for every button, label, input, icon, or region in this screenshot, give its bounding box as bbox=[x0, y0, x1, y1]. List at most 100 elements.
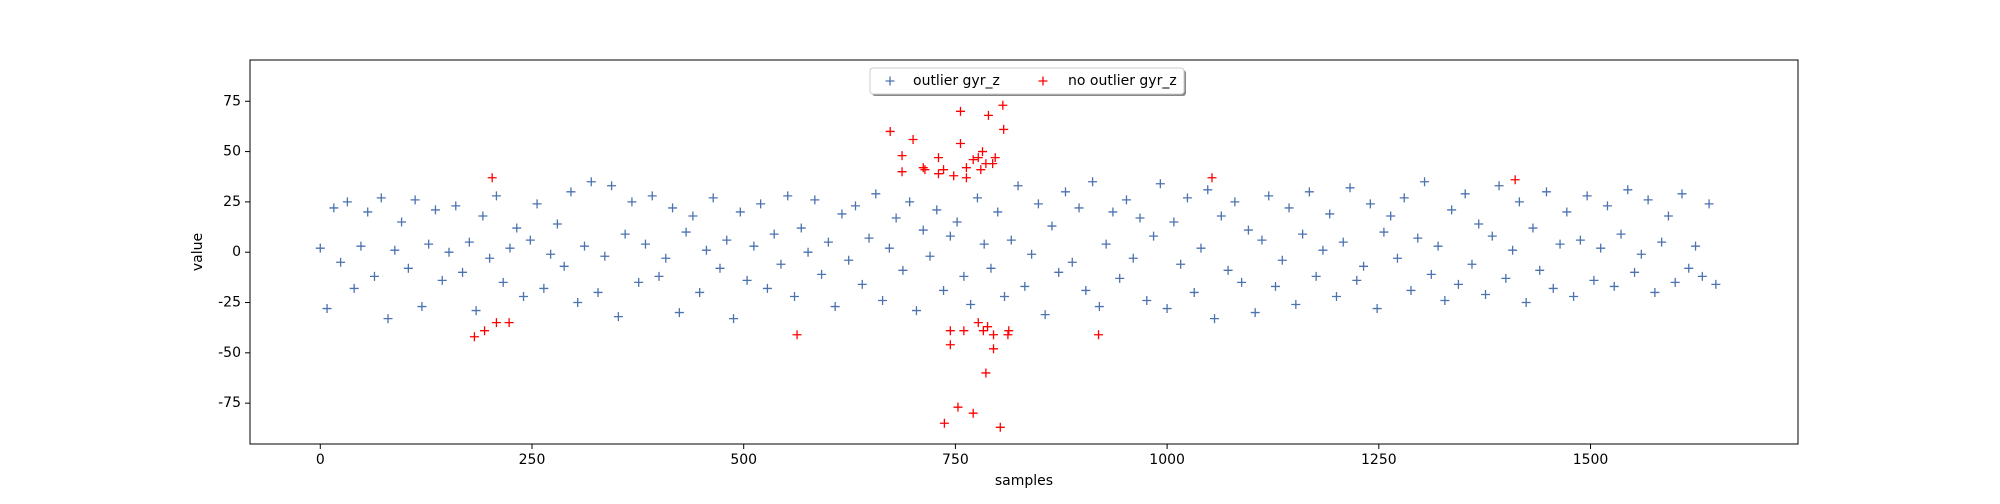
point bbox=[1609, 281, 1619, 291]
point bbox=[620, 229, 630, 239]
point bbox=[884, 243, 894, 253]
point bbox=[1541, 187, 1551, 197]
point bbox=[491, 318, 501, 328]
point bbox=[1142, 296, 1152, 306]
point bbox=[878, 296, 888, 306]
point bbox=[871, 189, 881, 199]
point bbox=[735, 207, 745, 217]
point bbox=[972, 193, 982, 203]
point bbox=[742, 275, 752, 285]
point bbox=[933, 153, 943, 163]
point bbox=[1352, 275, 1362, 285]
point bbox=[322, 304, 332, 314]
point bbox=[1704, 199, 1714, 209]
point bbox=[1207, 173, 1217, 183]
point bbox=[1033, 199, 1043, 209]
point bbox=[600, 251, 610, 261]
point bbox=[546, 249, 556, 259]
point bbox=[756, 199, 766, 209]
point bbox=[925, 251, 935, 261]
point bbox=[933, 169, 943, 179]
point bbox=[1697, 271, 1707, 281]
point bbox=[539, 283, 549, 293]
y-axis-label: value bbox=[190, 233, 206, 271]
point bbox=[444, 247, 454, 257]
y-tick-label: -25 bbox=[218, 295, 241, 311]
point bbox=[498, 277, 508, 287]
point bbox=[1555, 239, 1565, 249]
point bbox=[1562, 207, 1572, 217]
point bbox=[1399, 193, 1409, 203]
point bbox=[1108, 207, 1118, 217]
y-tick-label: 0 bbox=[232, 244, 241, 260]
point bbox=[356, 241, 366, 251]
point bbox=[1121, 195, 1131, 205]
point bbox=[681, 227, 691, 237]
point bbox=[988, 159, 998, 169]
point bbox=[1135, 213, 1145, 223]
point bbox=[532, 199, 542, 209]
point bbox=[1060, 187, 1070, 197]
point bbox=[749, 241, 759, 251]
point bbox=[959, 326, 969, 336]
point bbox=[417, 302, 427, 312]
point bbox=[674, 308, 684, 318]
point bbox=[837, 209, 847, 219]
point bbox=[1481, 289, 1491, 299]
point bbox=[688, 211, 698, 221]
point bbox=[920, 165, 930, 175]
point bbox=[1004, 326, 1014, 336]
point bbox=[932, 205, 942, 215]
point bbox=[993, 207, 1003, 217]
point bbox=[1426, 269, 1436, 279]
point bbox=[1271, 281, 1281, 291]
point bbox=[1040, 310, 1050, 320]
point bbox=[1189, 287, 1199, 297]
point bbox=[1094, 330, 1104, 340]
point bbox=[1548, 283, 1558, 293]
point bbox=[593, 287, 603, 297]
point bbox=[505, 243, 515, 253]
point bbox=[329, 203, 339, 213]
point bbox=[783, 191, 793, 201]
point bbox=[776, 259, 786, 269]
point bbox=[1128, 253, 1138, 263]
point bbox=[945, 340, 955, 350]
point bbox=[989, 330, 999, 340]
point bbox=[1602, 201, 1612, 211]
point bbox=[1318, 245, 1328, 255]
point bbox=[1006, 235, 1016, 245]
point bbox=[953, 402, 963, 412]
point bbox=[1623, 185, 1633, 195]
point bbox=[1250, 308, 1260, 318]
point bbox=[1304, 187, 1314, 197]
point bbox=[978, 147, 988, 157]
point bbox=[945, 231, 955, 241]
point bbox=[480, 326, 490, 336]
point bbox=[885, 126, 895, 136]
point bbox=[668, 203, 678, 213]
point bbox=[918, 225, 928, 235]
point bbox=[1325, 209, 1335, 219]
point bbox=[1365, 199, 1375, 209]
point bbox=[342, 197, 352, 207]
point bbox=[586, 177, 596, 187]
point bbox=[1094, 302, 1104, 312]
point bbox=[1650, 287, 1660, 297]
point bbox=[1684, 263, 1694, 273]
point bbox=[1386, 211, 1396, 221]
y-tick-label: -75 bbox=[218, 395, 241, 411]
point bbox=[430, 205, 440, 215]
point bbox=[1514, 197, 1524, 207]
point bbox=[939, 418, 949, 428]
point bbox=[491, 191, 501, 201]
point bbox=[1284, 203, 1294, 213]
y-tick-label: 75 bbox=[223, 93, 241, 109]
point bbox=[478, 211, 488, 221]
point bbox=[1155, 179, 1165, 189]
x-tick-label: 750 bbox=[942, 452, 969, 468]
point bbox=[1345, 183, 1355, 193]
point bbox=[1691, 241, 1701, 251]
point bbox=[1223, 265, 1233, 275]
